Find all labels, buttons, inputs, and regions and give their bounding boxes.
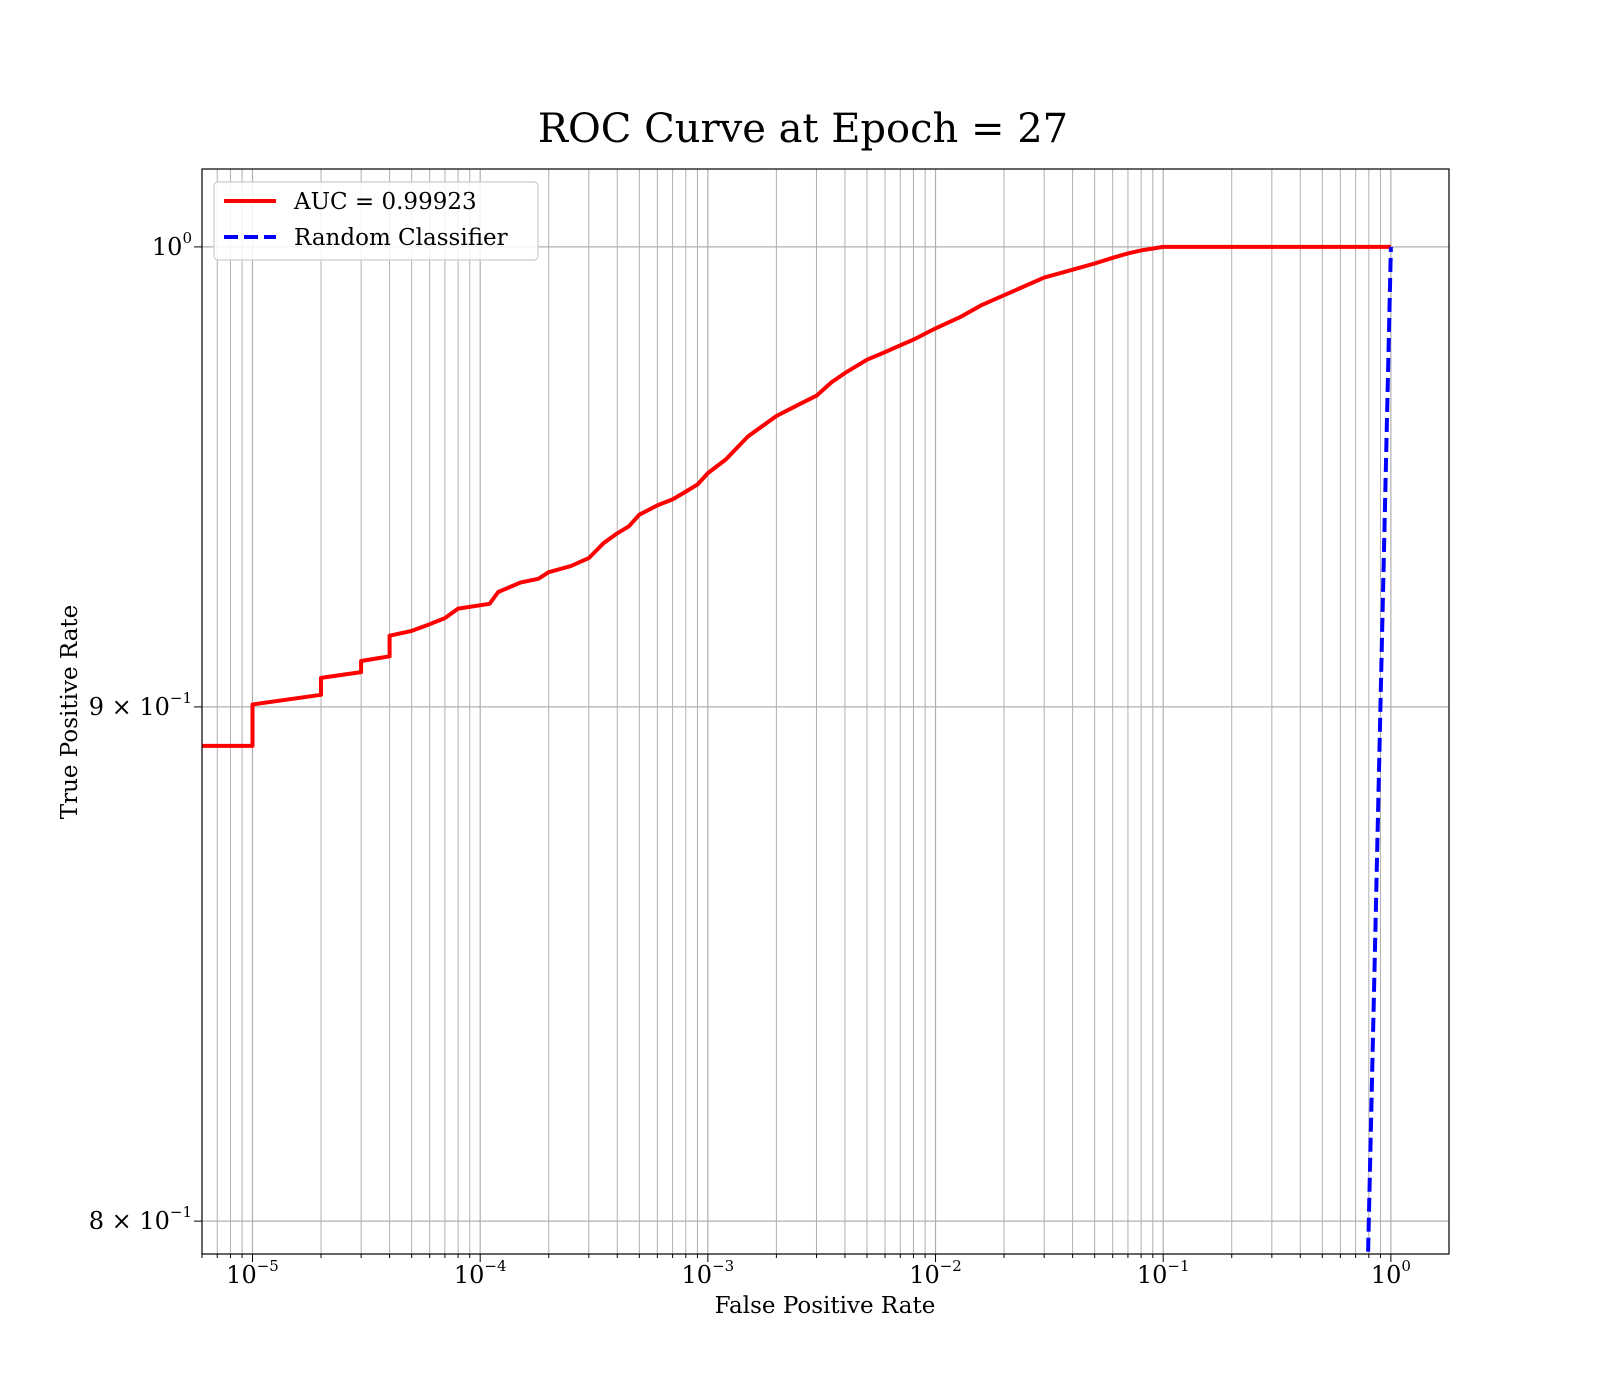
plot-frame [201, 168, 1450, 1255]
series-line-random-classifier [1366, 246, 1393, 1254]
x-tick-label: 10−1 [1137, 1257, 1190, 1289]
series-line-auc [202, 244, 1391, 748]
legend-label-random-classifier: Random Classifier [294, 225, 508, 251]
x-axis-ticks: 10−5 10−4 10−3 10−2 10−1 100 [201, 1254, 1411, 1289]
chart-title: ROC Curve at Epoch = 27 [538, 106, 1068, 152]
legend-label-auc: AUC = 0.99923 [293, 189, 477, 215]
x-tick-label: 100 [1371, 1257, 1411, 1289]
series-layer [202, 244, 1393, 1254]
y-tick-label: 100 [152, 229, 192, 261]
x-tick-label: 10−4 [454, 1257, 507, 1289]
x-tick-label: 10−5 [226, 1257, 279, 1289]
y-tick-label: 9 × 10−1 [89, 689, 192, 721]
y-axis-ticks: 100 9 × 10−1 8 × 10−1 [89, 229, 202, 1235]
x-tick-label: 10−2 [909, 1257, 962, 1289]
y-tick-label: 8 × 10−1 [89, 1203, 192, 1235]
legend-box [213, 181, 539, 261]
x-tick-label: 10−3 [682, 1257, 735, 1289]
legend: AUC = 0.99923 Random Classifier [213, 181, 539, 261]
x-axis-label: False Positive Rate [715, 1293, 936, 1319]
y-axis-label: True Positive Rate [57, 605, 83, 820]
grid-lines [201, 169, 1449, 1254]
